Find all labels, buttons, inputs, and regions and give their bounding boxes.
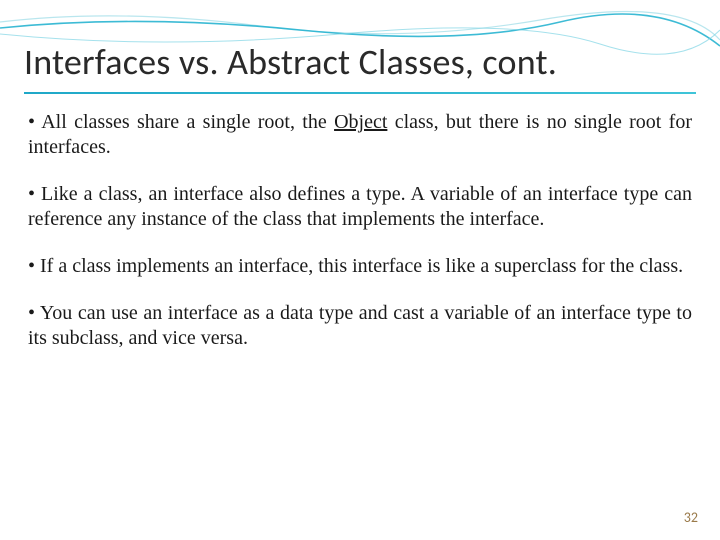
- bullet-item: You can use an interface as a data type …: [28, 301, 692, 351]
- page-number: 32: [684, 509, 698, 526]
- bullet-text: You can use an interface as a data type …: [28, 302, 692, 349]
- bullet-item: Like a class, an interface also defines …: [28, 182, 692, 232]
- slide-title: Interfaces vs. Abstract Classes, cont.: [24, 40, 696, 84]
- slide: Interfaces vs. Abstract Classes, cont. A…: [0, 0, 720, 540]
- bullet-text: If a class implements an interface, this…: [40, 255, 683, 277]
- slide-content: All classes share a single root, the Obj…: [28, 110, 692, 373]
- title-underline: [24, 92, 696, 94]
- bullet-text-underlined: Object: [334, 111, 387, 133]
- bullet-item: All classes share a single root, the Obj…: [28, 110, 692, 160]
- bullet-item: If a class implements an interface, this…: [28, 254, 692, 279]
- bullet-text: Like a class, an interface also defines …: [28, 183, 692, 230]
- bullet-text-pre: All classes share a single root, the: [41, 111, 334, 133]
